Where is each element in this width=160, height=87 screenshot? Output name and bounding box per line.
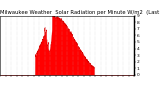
Text: Milwaukee Weather  Solar Radiation per Minute W/m2  (Last 24 Hours): Milwaukee Weather Solar Radiation per Mi… (0, 10, 160, 15)
